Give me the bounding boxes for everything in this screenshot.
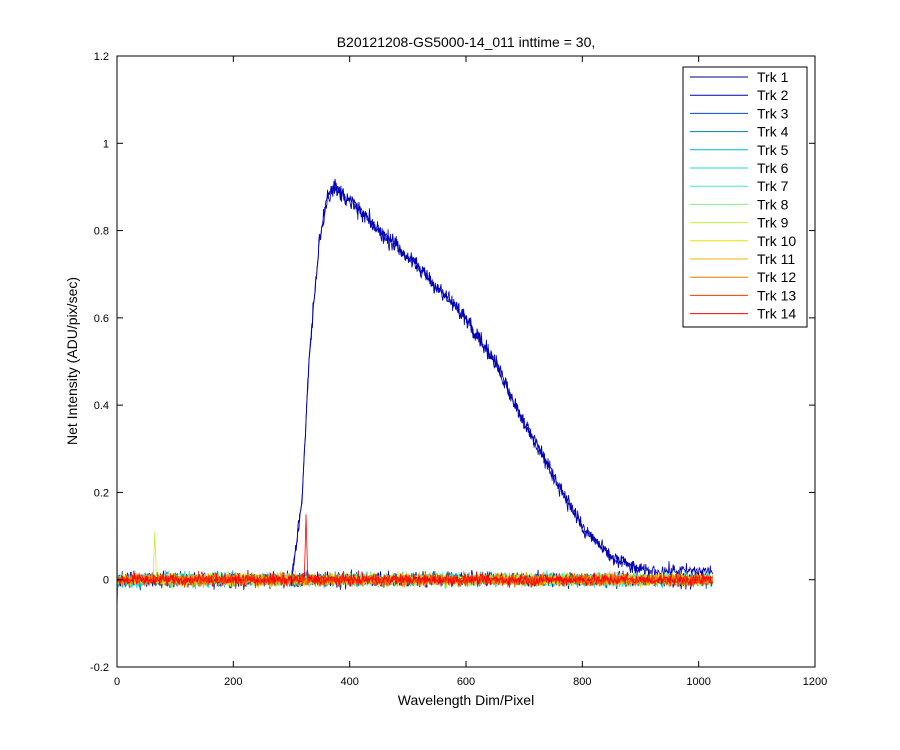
legend-entry: Trk 7 [757, 178, 789, 194]
series-line-trk-14 [116, 514, 713, 590]
x-tick-label: 1200 [803, 676, 827, 688]
legend-entry: Trk 10 [757, 233, 796, 249]
legend: Trk 1 Trk 2 Trk 3 Trk 4 Trk 5 Trk 6 Trk 7 Trk 8… [682, 66, 808, 328]
y-tick-label: 1 [103, 138, 109, 150]
y-tick-label: 1.2 [94, 51, 109, 63]
series-line-trk-2 [116, 178, 713, 611]
y-tick-label: 0 [103, 575, 109, 587]
y-tick-label: 0.6 [94, 313, 109, 325]
legend-entry: Trk 3 [757, 105, 789, 121]
x-tick-label: 1000 [686, 676, 710, 688]
legend-entry: Trk 12 [757, 269, 796, 285]
y-tick-label: 0.2 [94, 487, 109, 499]
legend-box [682, 66, 808, 328]
plot-lines [116, 178, 713, 611]
chart-title: B20121208-GS5000-14_011 inttime = 30, [337, 34, 596, 50]
legend-entry: Trk 8 [757, 196, 789, 212]
y-tick-label: 0.8 [94, 226, 109, 238]
x-tick-label: 600 [457, 676, 475, 688]
series-line-trk-2-peak [291, 180, 641, 585]
legend-entry: Trk 6 [757, 160, 789, 176]
legend-entry: Trk 2 [757, 87, 789, 103]
y-axis-label: Net Intensity (ADU/pix/sec) [64, 277, 80, 445]
x-tick-label: 0 [114, 676, 120, 688]
legend-entry: Trk 11 [757, 251, 795, 267]
legend-entry: Trk 5 [757, 142, 789, 158]
y-tick-label: 0.4 [94, 400, 109, 412]
legend-entry: Trk 14 [757, 306, 796, 322]
legend-entry: Trk 9 [757, 215, 789, 231]
x-axis-label: Wavelength Dim/Pixel [398, 692, 534, 708]
x-tick-label: 800 [573, 676, 591, 688]
x-axis: 0 200 400 600 800 1000 1200 [114, 56, 827, 688]
legend-entry: Trk 4 [757, 124, 789, 140]
legend-entry: Trk 1 [757, 69, 789, 85]
x-tick-label: 400 [340, 676, 358, 688]
y-tick-label: -0.2 [90, 662, 109, 674]
x-tick-label: 200 [224, 676, 242, 688]
legend-entry: Trk 13 [757, 287, 796, 303]
y-axis: -0.2 0 0.2 0.4 0.6 0.8 1 1.2 [90, 51, 815, 674]
